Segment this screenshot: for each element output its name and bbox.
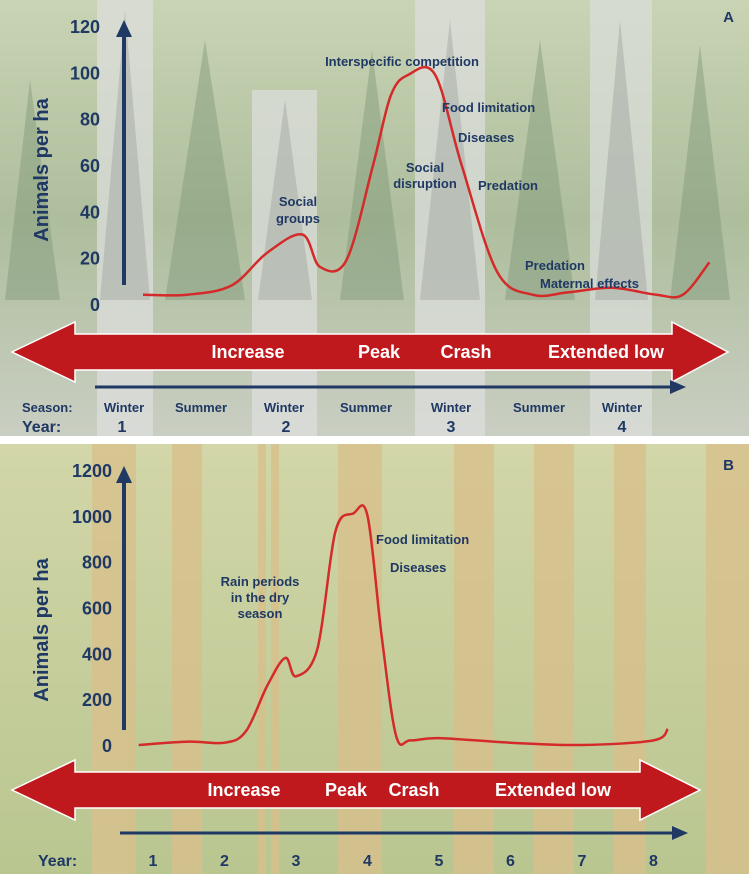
y-tick-label: 200 — [82, 690, 112, 710]
year-label: 7 — [578, 853, 587, 870]
phase-peak: Peak — [358, 342, 401, 362]
year-labels: 1 2 3 4 — [118, 419, 627, 436]
phase-crash: Crash — [440, 342, 491, 362]
season-row-label: Season: — [22, 400, 73, 415]
season-label: Winter — [431, 400, 471, 415]
phase-increase: Increase — [211, 342, 284, 362]
y-axis-label: Animals per ha — [31, 557, 53, 701]
y-tick-label: 600 — [82, 599, 112, 619]
phase-extended-low: Extended low — [548, 342, 665, 362]
annotation-maternal-effects: Maternal effects — [540, 276, 639, 291]
annotation-social-disruption: Social disruption — [393, 160, 457, 191]
y-tick-label: 40 — [80, 202, 100, 222]
annotation-diseases: Diseases — [390, 560, 446, 575]
winter-band — [252, 90, 317, 436]
phase-arrow: Increase Peak Crash Extended low — [10, 758, 702, 822]
phase-crash: Crash — [388, 780, 439, 800]
season-label: Winter — [104, 400, 144, 415]
y-tick-label: 0 — [90, 295, 100, 315]
population-curve — [142, 65, 711, 299]
annotation-interspecific-competition: Interspecific competition — [325, 54, 479, 69]
year-label: 8 — [649, 853, 658, 870]
annotation-predation-low: Predation — [525, 258, 585, 273]
year-label: 3 — [447, 419, 456, 436]
year-label: 4 — [618, 419, 627, 436]
year-label: 3 — [292, 853, 301, 870]
annotation-food-limitation: Food limitation — [376, 532, 469, 547]
annotation-social-groups: Social groups — [276, 194, 320, 226]
season-label: Winter — [602, 400, 642, 415]
phase-arrow: Increase Peak Crash Extended low — [10, 320, 730, 384]
y-tick-label: 1200 — [72, 461, 112, 481]
panel-label: B — [723, 457, 734, 474]
year-label: 5 — [435, 853, 444, 870]
phase-increase: Increase — [207, 780, 280, 800]
year-label: 1 — [118, 419, 127, 436]
year-label: 6 — [506, 853, 515, 870]
season-labels: Winter Summer Winter Summer Winter Summer Wint… — [104, 400, 642, 415]
phase-peak: Peak — [325, 780, 368, 800]
up-arrow-icon — [116, 466, 132, 483]
y-tick-labels: 0 200 400 600 800 1000 1200 — [72, 461, 112, 756]
panel-b: 0 200 400 600 800 1000 1200 Animals per ha B F… — [0, 444, 749, 874]
y-tick-label: 800 — [82, 553, 112, 573]
season-label: Summer — [340, 400, 392, 415]
y-tick-label: 120 — [70, 17, 100, 37]
right-arrow-icon — [672, 826, 688, 840]
y-tick-label: 100 — [70, 63, 100, 83]
season-label: Summer — [513, 400, 565, 415]
y-tick-label: 0 — [102, 736, 112, 756]
year-row-label: Year: — [38, 853, 77, 870]
year-labels: 1 2 3 4 5 6 7 8 — [149, 853, 659, 870]
y-axis-label: Animals per ha — [31, 97, 53, 241]
annotation-predation: Predation — [478, 178, 538, 193]
forest-trees — [5, 40, 730, 300]
y-tick-label: 60 — [80, 156, 100, 176]
season-label: Summer — [175, 400, 227, 415]
right-arrow-icon — [670, 380, 686, 394]
panel-label: A — [723, 9, 734, 26]
y-tick-label: 80 — [80, 110, 100, 130]
season-label: Winter — [264, 400, 304, 415]
annotation-food-limitation: Food limitation — [442, 100, 535, 115]
year-label: 4 — [363, 853, 372, 870]
y-tick-labels: 0 20 40 60 80 100 120 — [70, 17, 100, 315]
annotation-diseases: Diseases — [458, 130, 514, 145]
population-curve — [138, 504, 669, 747]
phase-extended-low: Extended low — [495, 780, 612, 800]
y-tick-label: 1000 — [72, 507, 112, 527]
year-row-label: Year: — [22, 419, 61, 436]
annotation-rain-periods: Rain periods in the dry season — [221, 574, 300, 621]
year-label: 2 — [282, 419, 291, 436]
panel-a: 0 20 40 60 80 100 120 Animals per ha A Intersp… — [0, 0, 749, 436]
y-tick-label: 400 — [82, 644, 112, 664]
panel-separator — [0, 436, 749, 444]
year-label: 2 — [220, 853, 229, 870]
annotations: Interspecific competition Food limitatio… — [276, 54, 639, 291]
year-label: 1 — [149, 853, 158, 870]
y-tick-label: 20 — [80, 249, 100, 269]
annotations: Food limitation Diseases Rain periods in … — [221, 532, 470, 621]
up-arrow-icon — [116, 20, 132, 37]
double-headed-arrow-icon — [10, 758, 702, 822]
double-headed-arrow-icon — [10, 320, 730, 384]
